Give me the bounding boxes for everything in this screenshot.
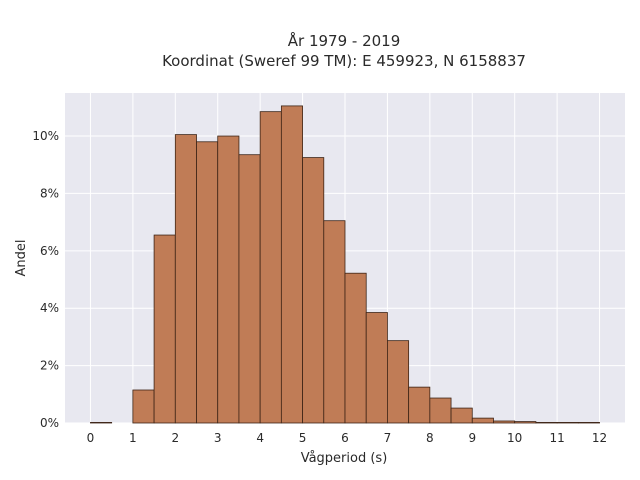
x-tick-label: 3 xyxy=(214,431,222,445)
chart-title-line-1: År 1979 - 2019 xyxy=(288,31,401,50)
histogram-bar xyxy=(302,157,325,424)
histogram-bar xyxy=(174,134,197,424)
histogram-bar xyxy=(90,422,113,424)
histogram-bar xyxy=(153,234,176,424)
chart-title-line-2: Koordinat (Sweref 99 TM): E 459923, N 61… xyxy=(162,52,526,70)
y-tick-label: 10% xyxy=(32,129,59,143)
histogram-bar xyxy=(408,386,431,424)
x-tick-label: 1 xyxy=(129,431,137,445)
y-tick-label: 8% xyxy=(40,186,59,200)
histogram-bar xyxy=(471,417,494,424)
x-tick-label: 2 xyxy=(171,431,179,445)
histogram-bar xyxy=(323,220,346,424)
histogram-bar xyxy=(429,397,452,424)
y-tick-label: 4% xyxy=(40,301,59,315)
y-tick-label: 2% xyxy=(40,359,59,373)
x-tick-label: 0 xyxy=(87,431,95,445)
y-tick-label: 0% xyxy=(40,416,59,430)
histogram-bar xyxy=(132,389,155,424)
histogram-bar xyxy=(365,312,388,424)
y-tick-label: 6% xyxy=(40,244,59,258)
histogram-bar xyxy=(387,340,410,424)
x-axis-label: Vågperiod (s) xyxy=(301,451,388,466)
histogram-bars xyxy=(90,105,600,424)
histogram-bar xyxy=(238,154,261,424)
histogram-bar xyxy=(344,272,367,424)
x-tick-label: 10 xyxy=(507,431,522,445)
x-tick-label: 6 xyxy=(341,431,349,445)
histogram-bar xyxy=(514,421,537,424)
histogram-bar xyxy=(556,422,579,424)
histogram-bar xyxy=(450,407,473,424)
histogram-bar xyxy=(196,141,219,424)
x-tick-label: 7 xyxy=(384,431,392,445)
histogram-bar xyxy=(493,420,516,424)
x-tick-label: 11 xyxy=(549,431,564,445)
x-tick-label: 9 xyxy=(468,431,476,445)
x-tick-label: 8 xyxy=(426,431,434,445)
histogram-bar xyxy=(217,135,240,424)
histogram-bar xyxy=(535,422,558,424)
y-axis-label: Andel xyxy=(14,240,29,277)
tick-labels: 0 1 2 3 4 5 6 7 8 9 10 11 120%2%4%6%8%10% xyxy=(32,129,607,445)
x-tick-label: 5 xyxy=(299,431,307,445)
histogram-bar xyxy=(280,105,303,424)
x-tick-label: 4 xyxy=(256,431,264,445)
x-tick-label: 12 xyxy=(592,431,607,445)
histogram-bar xyxy=(577,422,600,424)
histogram-bar xyxy=(259,111,282,424)
